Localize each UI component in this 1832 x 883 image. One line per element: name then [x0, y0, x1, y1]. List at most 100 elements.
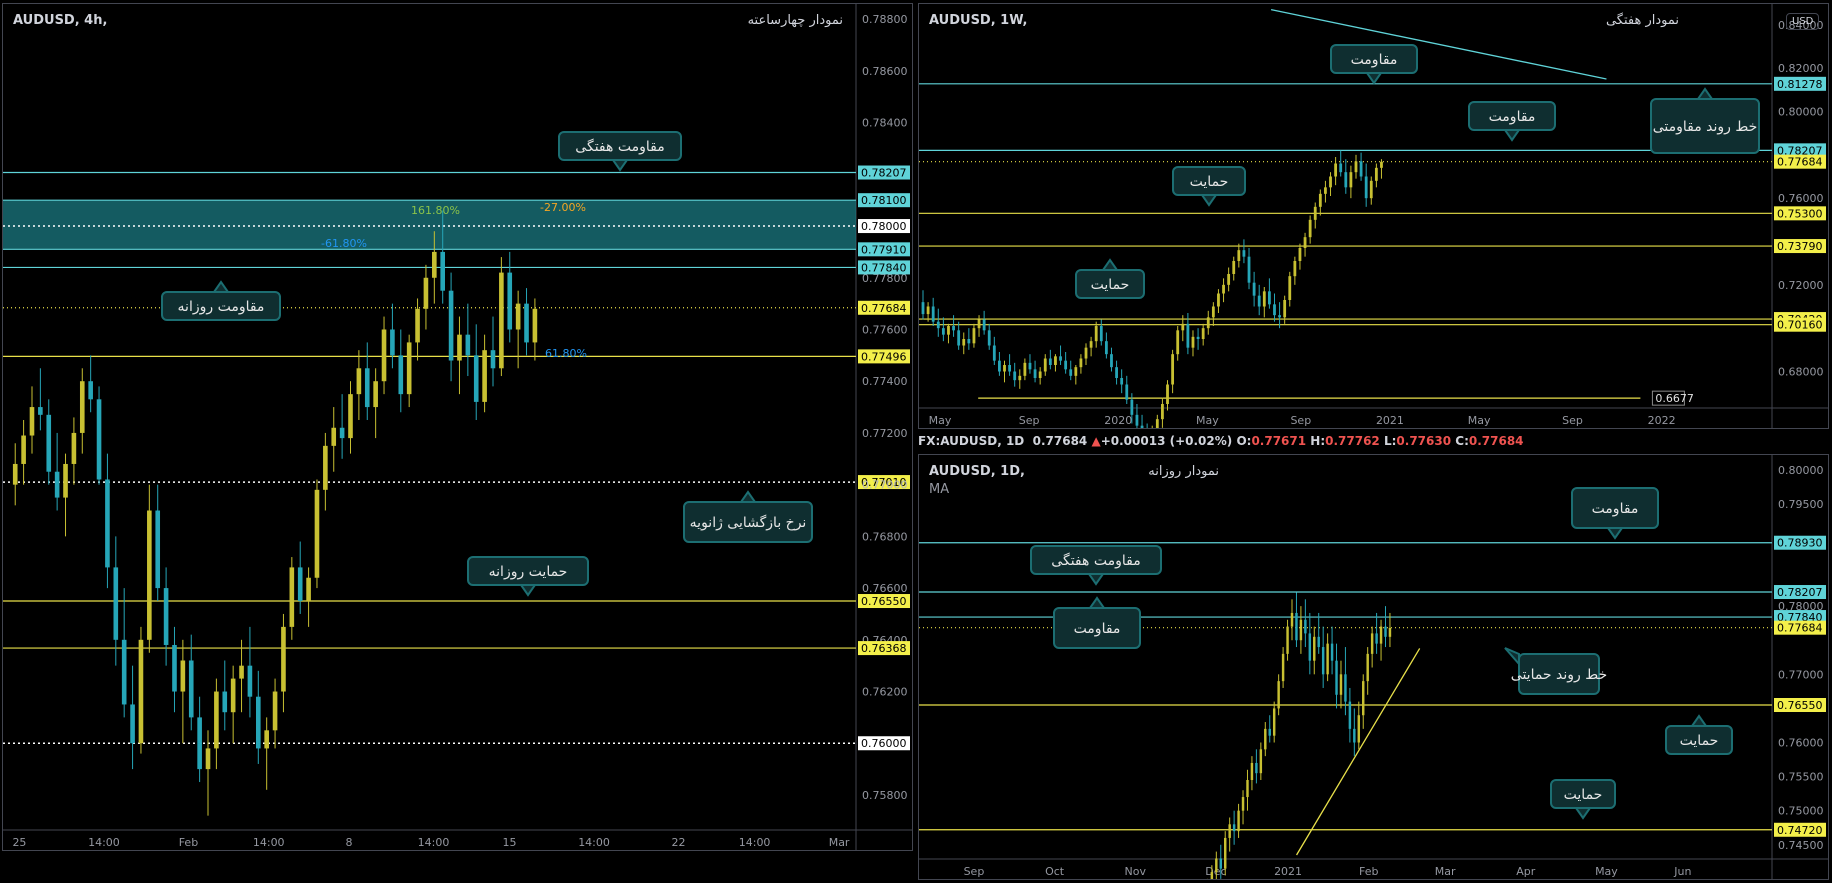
candle-body[interactable] [1344, 674, 1347, 702]
candle-body[interactable] [1099, 326, 1103, 342]
candle-body[interactable] [1201, 328, 1205, 339]
candle-body[interactable] [147, 510, 152, 640]
candle-body[interactable] [992, 345, 996, 361]
candle-body[interactable] [1074, 367, 1078, 376]
candle-body[interactable] [1210, 872, 1214, 880]
candle-body[interactable] [1043, 358, 1047, 372]
candle-body[interactable] [1380, 161, 1383, 168]
candle-body[interactable] [1237, 810, 1240, 832]
candle-body[interactable] [415, 308, 420, 343]
candle-body[interactable] [1038, 371, 1042, 379]
candle-body[interactable] [373, 381, 378, 408]
candle-body[interactable] [306, 577, 311, 602]
candle-body[interactable] [987, 330, 991, 346]
candle-body[interactable] [977, 319, 981, 329]
candle-body[interactable] [457, 334, 462, 361]
candle-body[interactable] [1003, 365, 1006, 372]
candle-body[interactable] [524, 303, 529, 343]
candle-body[interactable] [1059, 356, 1062, 361]
candle-body[interactable] [962, 339, 966, 346]
candle-body[interactable] [12, 463, 18, 485]
candle-body[interactable] [155, 510, 161, 589]
candle-body[interactable] [1308, 219, 1312, 238]
candle-body[interactable] [38, 407, 43, 415]
candle-body[interactable] [1228, 824, 1231, 838]
candle-body[interactable] [272, 691, 278, 731]
candle-body[interactable] [1242, 250, 1246, 257]
candle-body[interactable] [1054, 356, 1057, 365]
candle-body[interactable] [264, 730, 269, 749]
candle-body[interactable] [1120, 378, 1124, 385]
candle-body[interactable] [1155, 419, 1159, 429]
candle-body[interactable] [1222, 284, 1225, 294]
candle-body[interactable] [1329, 176, 1332, 188]
candle-body[interactable] [1348, 701, 1352, 729]
candle-body[interactable] [96, 399, 102, 480]
candle-body[interactable] [1293, 261, 1297, 277]
candle-body[interactable] [1339, 674, 1343, 695]
candle-body[interactable] [1364, 176, 1368, 199]
candle-body[interactable] [1196, 336, 1200, 339]
trend-line[interactable] [1296, 648, 1421, 856]
candle-body[interactable] [1324, 187, 1327, 194]
candle-body[interactable] [1354, 161, 1358, 173]
candle-body[interactable] [163, 588, 169, 645]
candle-body[interactable] [1250, 762, 1254, 780]
candle-body[interactable] [314, 489, 320, 578]
chart-1w-canvas[interactable]: 0.840000.820000.800000.760000.720000.680… [919, 4, 1829, 429]
candle-body[interactable] [1288, 276, 1292, 300]
candle-body[interactable] [507, 272, 513, 330]
candle-body[interactable] [1115, 367, 1118, 378]
candle-body[interactable] [121, 639, 127, 705]
candle-body[interactable] [406, 342, 412, 395]
candle-body[interactable] [1191, 336, 1195, 348]
chart-4h-canvas[interactable]: 0.788000.786000.784000.782000.778000.776… [3, 4, 913, 851]
candle-body[interactable] [46, 414, 52, 472]
candle-body[interactable] [1374, 167, 1378, 181]
candle-body[interactable] [1130, 399, 1134, 415]
candle-body[interactable] [230, 678, 236, 713]
candle-body[interactable] [1217, 293, 1220, 307]
candle-body[interactable] [1313, 636, 1316, 661]
candle-body[interactable] [1257, 295, 1261, 307]
candle-body[interactable] [1384, 626, 1387, 637]
candle-body[interactable] [972, 328, 976, 344]
candle-body[interactable] [1223, 837, 1227, 869]
candle-body[interactable] [1089, 341, 1093, 348]
candle-body[interactable] [532, 308, 538, 343]
candle-body[interactable] [138, 639, 144, 744]
candle-body[interactable] [1104, 341, 1108, 355]
candle-body[interactable] [1211, 306, 1215, 318]
candle-body[interactable] [1277, 681, 1280, 709]
candle-body[interactable] [1339, 163, 1343, 173]
candle-body[interactable] [1357, 715, 1361, 743]
candle-body[interactable] [1079, 358, 1083, 368]
chart-panel-1w[interactable]: 0.84000 0.82000 0.80000 0.76000 0.72000 0.680… [918, 3, 1829, 429]
candle-body[interactable] [88, 381, 93, 400]
candle-body[interactable] [364, 368, 370, 408]
candle-body[interactable] [1272, 708, 1276, 736]
candle-body[interactable] [1388, 627, 1392, 637]
candle-body[interactable] [423, 277, 429, 309]
candle-body[interactable] [331, 427, 337, 446]
candle-body[interactable] [1084, 347, 1088, 359]
candle-body[interactable] [1255, 762, 1258, 774]
candle-body[interactable] [1326, 643, 1329, 675]
chart-1d-canvas[interactable]: 0.80000 0.79500 0.78000 0.77000 0.76000 0.755… [919, 455, 1829, 880]
candle-body[interactable] [1171, 354, 1175, 385]
candle-body[interactable] [1286, 626, 1289, 654]
candle-body[interactable] [957, 330, 961, 346]
candle-body[interactable] [255, 696, 261, 749]
candle-body[interactable] [1247, 256, 1251, 283]
candle-body[interactable] [188, 660, 194, 718]
candle-body[interactable] [1018, 375, 1022, 381]
candle-body[interactable] [1359, 161, 1363, 177]
candle-body[interactable] [982, 319, 986, 331]
chart-panel-1d[interactable]: 0.80000 0.79500 0.78000 0.77000 0.76000 0.755… [918, 454, 1829, 880]
candle-body[interactable] [281, 626, 286, 692]
candle-body[interactable] [1375, 633, 1378, 644]
candle-body[interactable] [1264, 728, 1267, 750]
candle-body[interactable] [1110, 354, 1113, 368]
candle-body[interactable] [1176, 330, 1180, 355]
candle-body[interactable] [1181, 323, 1185, 331]
